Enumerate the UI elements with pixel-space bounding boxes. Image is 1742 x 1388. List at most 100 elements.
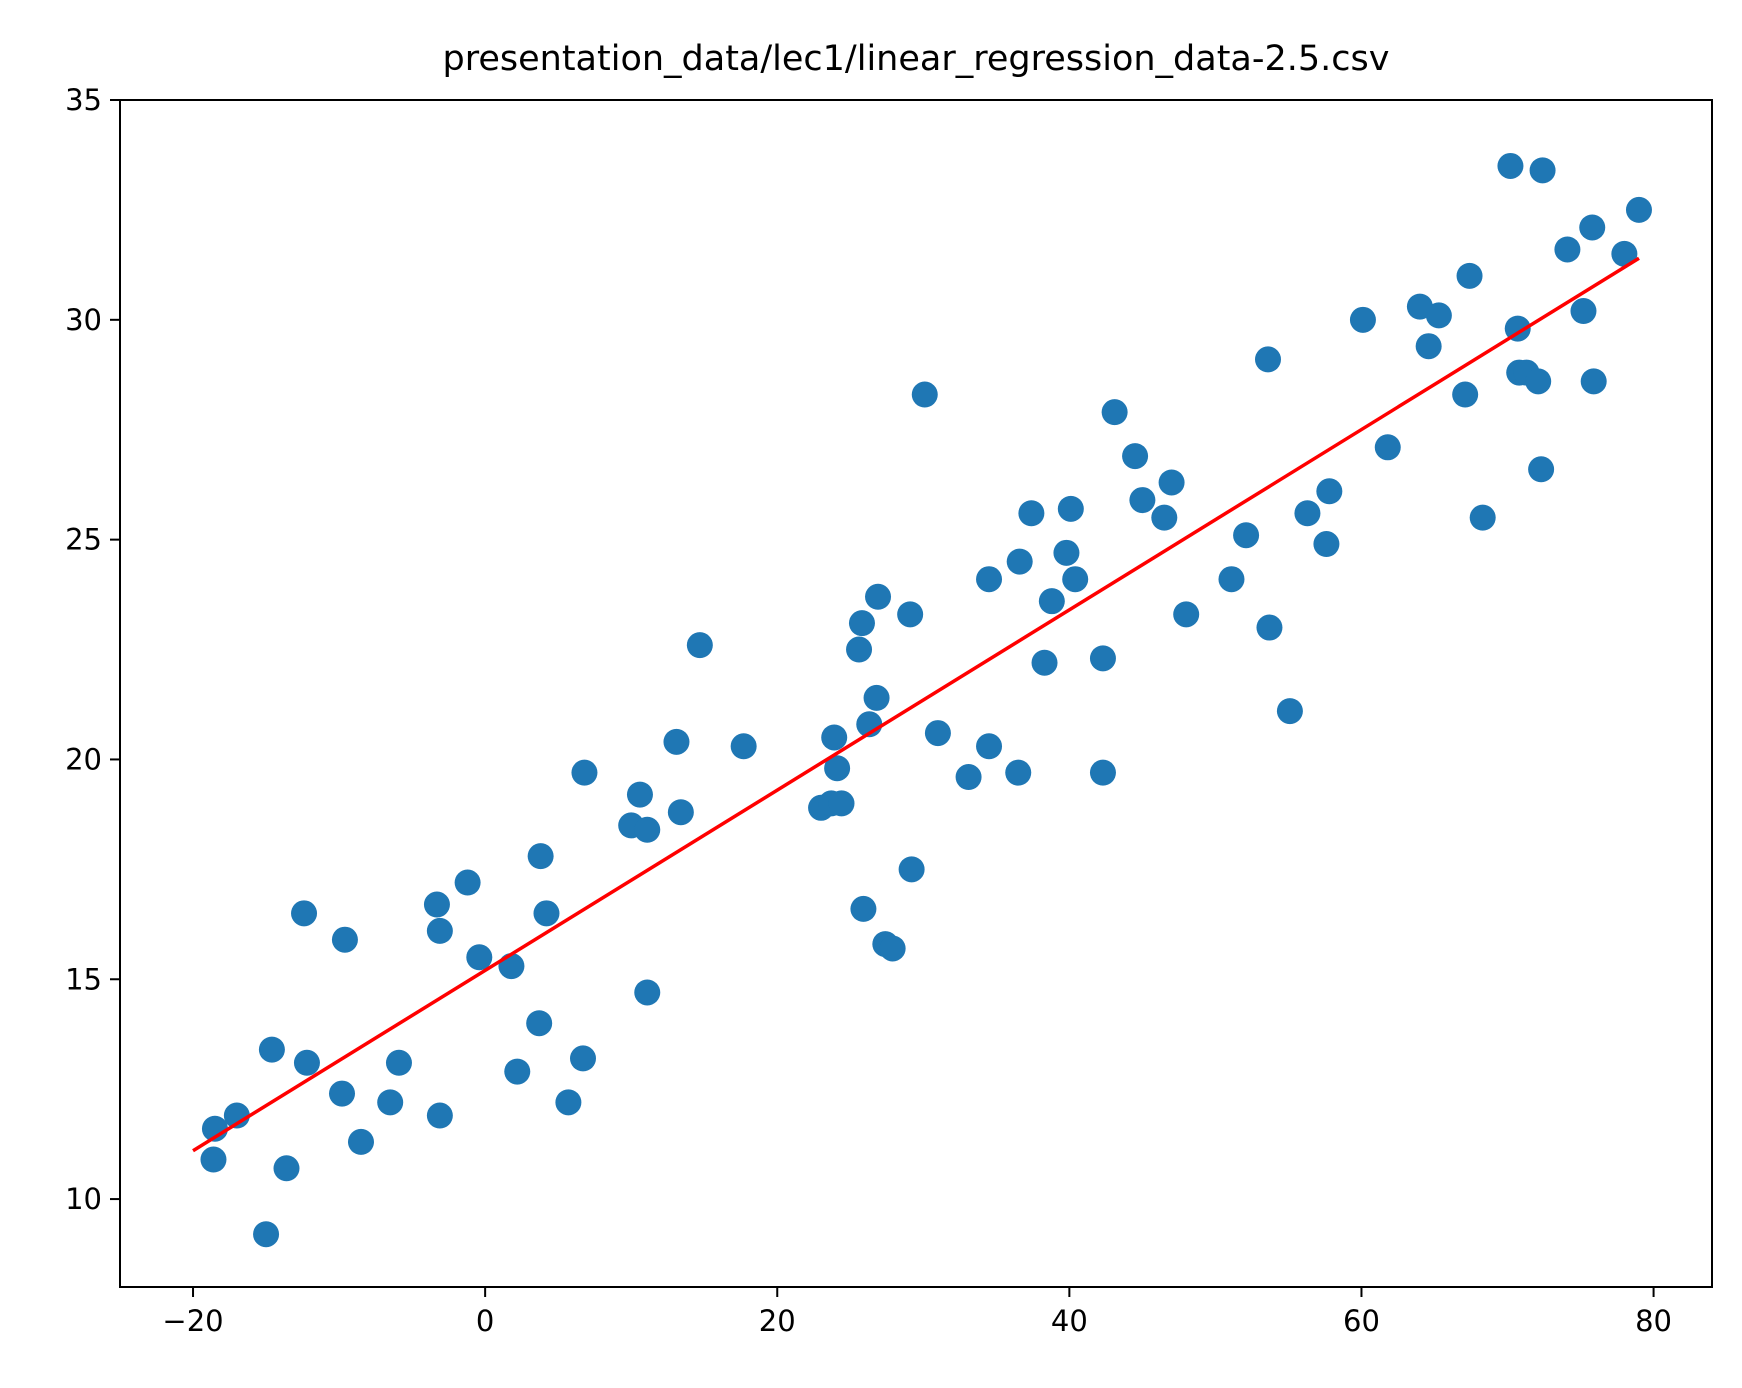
data-point <box>1062 566 1089 593</box>
x-tick-label: 60 <box>1343 1304 1380 1338</box>
data-point <box>1254 346 1281 373</box>
data-point <box>1122 443 1149 470</box>
data-point <box>976 566 1003 593</box>
x-tick-label: 20 <box>759 1304 796 1338</box>
data-point <box>828 790 855 817</box>
data-point <box>924 720 951 747</box>
data-point <box>385 1049 412 1076</box>
data-point <box>377 1089 404 1116</box>
y-tick-label: 15 <box>65 962 102 996</box>
data-point <box>865 583 892 610</box>
data-point <box>1158 469 1185 496</box>
data-point <box>454 869 481 896</box>
data-point <box>329 1080 356 1107</box>
data-point <box>955 764 982 791</box>
data-point <box>846 636 873 663</box>
data-point <box>1129 487 1156 514</box>
data-point <box>347 1128 374 1155</box>
data-point <box>898 856 925 883</box>
data-point <box>1233 522 1260 549</box>
data-point <box>1425 302 1452 329</box>
data-point <box>527 843 554 870</box>
data-point <box>1625 196 1652 223</box>
data-point <box>1005 759 1032 786</box>
data-point <box>1611 240 1638 267</box>
data-point <box>223 1102 250 1129</box>
chart-title: presentation_data/lec1/linear_regression… <box>443 39 1390 79</box>
data-point <box>293 1049 320 1076</box>
data-point <box>504 1058 531 1085</box>
data-point <box>1101 399 1128 426</box>
data-point <box>634 816 661 843</box>
data-point <box>291 900 318 927</box>
data-point <box>200 1146 227 1173</box>
y-tick-label: 30 <box>65 303 102 337</box>
data-point <box>555 1089 582 1116</box>
data-point <box>526 1010 553 1037</box>
x-tick-label: 80 <box>1635 1304 1672 1338</box>
axes-frame <box>119 99 1713 1288</box>
y-tick-label: 35 <box>65 83 102 117</box>
data-point <box>1415 333 1442 360</box>
y-tick-label: 25 <box>65 523 102 557</box>
data-point <box>571 759 598 786</box>
data-point <box>879 935 906 962</box>
data-point <box>1580 368 1607 395</box>
data-point <box>848 610 875 637</box>
data-point <box>1089 645 1116 672</box>
data-point <box>466 944 493 971</box>
data-point <box>1256 614 1283 641</box>
regression-line <box>192 256 1640 1153</box>
data-point <box>1038 588 1065 615</box>
data-point <box>1173 601 1200 628</box>
data-point <box>1497 152 1524 179</box>
data-point <box>1528 456 1555 483</box>
data-point <box>1469 504 1496 531</box>
data-point <box>533 900 560 927</box>
data-point <box>1525 368 1552 395</box>
data-point <box>1053 539 1080 566</box>
data-point <box>1529 157 1556 184</box>
data-point <box>258 1036 285 1063</box>
data-point <box>1316 478 1343 505</box>
data-point <box>1218 566 1245 593</box>
data-point <box>331 926 358 953</box>
data-point <box>1554 236 1581 263</box>
data-point <box>426 1102 453 1129</box>
data-point <box>1313 531 1340 558</box>
data-point <box>911 381 938 408</box>
data-point <box>1276 698 1303 725</box>
data-point <box>824 755 851 782</box>
data-point <box>1349 306 1376 333</box>
plot-marks <box>192 152 1652 1248</box>
data-point <box>1089 759 1116 786</box>
data-point <box>863 684 890 711</box>
data-point <box>1374 434 1401 461</box>
data-point <box>897 601 924 628</box>
data-point <box>821 724 848 751</box>
data-point <box>423 891 450 918</box>
data-point <box>1579 214 1606 241</box>
x-tick-label: −20 <box>162 1304 223 1338</box>
data-point <box>686 632 713 659</box>
x-tick-label: 0 <box>476 1304 494 1338</box>
data-point <box>730 733 757 760</box>
x-axis-ticks: −20 0 20 40 60 80 <box>162 1287 1672 1338</box>
data-point <box>1452 381 1479 408</box>
data-point <box>1006 548 1033 575</box>
data-point <box>976 733 1003 760</box>
data-point <box>1151 504 1178 531</box>
data-point <box>569 1045 596 1072</box>
data-point <box>1456 262 1483 289</box>
data-point <box>850 895 877 922</box>
data-point <box>663 728 690 755</box>
data-point <box>667 799 694 826</box>
data-point <box>426 917 453 944</box>
data-point <box>1294 500 1321 527</box>
data-point <box>1570 298 1597 325</box>
data-point <box>626 781 653 808</box>
data-point <box>1031 649 1058 676</box>
data-point <box>273 1155 300 1182</box>
data-point <box>253 1221 280 1248</box>
